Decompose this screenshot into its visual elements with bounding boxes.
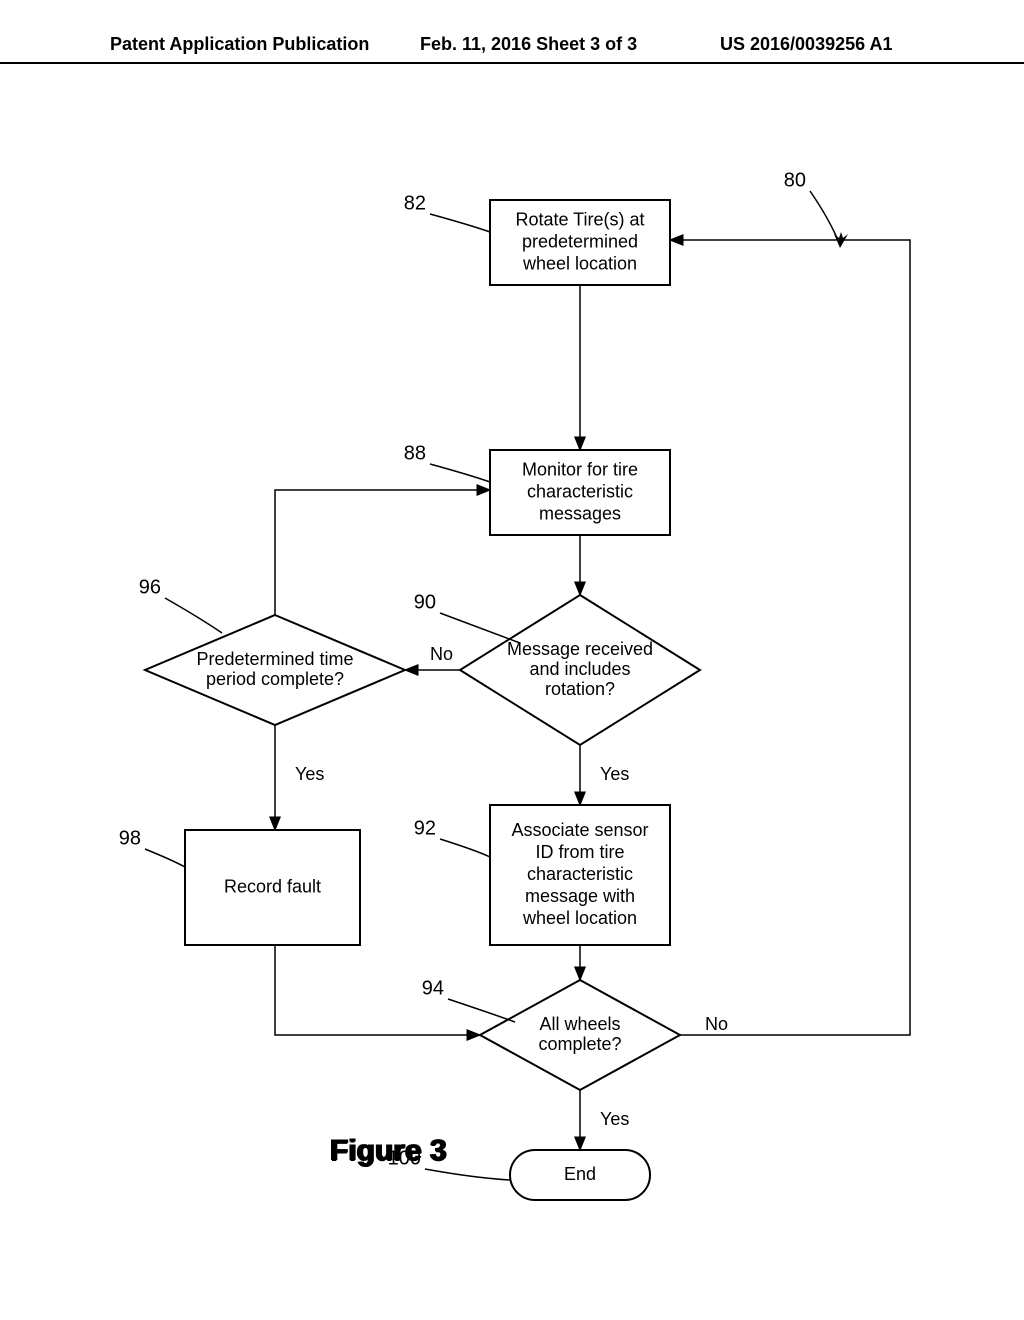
flowchart-diagram: Yes No Yes Yes No Rotate Tire(s) atpredetermi… [0,140,1024,1320]
svg-text:wheel location: wheel location [522,908,637,928]
svg-text:Predetermined time: Predetermined time [196,649,353,669]
svg-text:Yes: Yes [600,764,629,784]
header-right: US 2016/0039256 A1 [720,34,892,55]
svg-text:predetermined: predetermined [522,231,638,251]
svg-text:96: 96 [139,576,161,598]
page-header: Patent Application Publication Feb. 11, … [0,58,1024,64]
svg-text:ID from tire: ID from tire [535,842,624,862]
svg-text:Associate sensor: Associate sensor [511,820,648,840]
svg-text:92: 92 [414,817,436,839]
svg-text:Record fault: Record fault [224,876,321,896]
svg-text:Figure 3: Figure 3 [330,1134,447,1167]
svg-text:No: No [430,644,453,664]
svg-text:82: 82 [404,192,426,214]
svg-text:Yes: Yes [600,1109,629,1129]
svg-text:Message received: Message received [507,639,653,659]
header-left: Patent Application Publication [110,34,369,55]
svg-text:Rotate Tire(s) at: Rotate Tire(s) at [515,209,644,229]
svg-text:94: 94 [422,977,444,999]
svg-text:message with: message with [525,886,635,906]
svg-text:messages: messages [539,503,621,523]
header-center: Feb. 11, 2016 Sheet 3 of 3 [420,34,637,55]
svg-text:and includes: and includes [529,659,630,679]
svg-text:complete?: complete? [538,1034,621,1054]
svg-text:Monitor for tire: Monitor for tire [522,459,638,479]
svg-text:End: End [564,1164,596,1184]
svg-text:rotation?: rotation? [545,679,615,699]
svg-text:No: No [705,1014,728,1034]
page: Patent Application Publication Feb. 11, … [0,0,1024,1320]
svg-text:period complete?: period complete? [206,669,344,689]
svg-text:characteristic: characteristic [527,864,633,884]
svg-text:wheel location: wheel location [522,253,637,273]
svg-text:98: 98 [119,827,141,849]
svg-text:90: 90 [414,591,436,613]
svg-text:80: 80 [784,169,806,191]
svg-text:Yes: Yes [295,764,324,784]
svg-text:88: 88 [404,442,426,464]
svg-text:All wheels: All wheels [539,1014,620,1034]
svg-text:characteristic: characteristic [527,481,633,501]
